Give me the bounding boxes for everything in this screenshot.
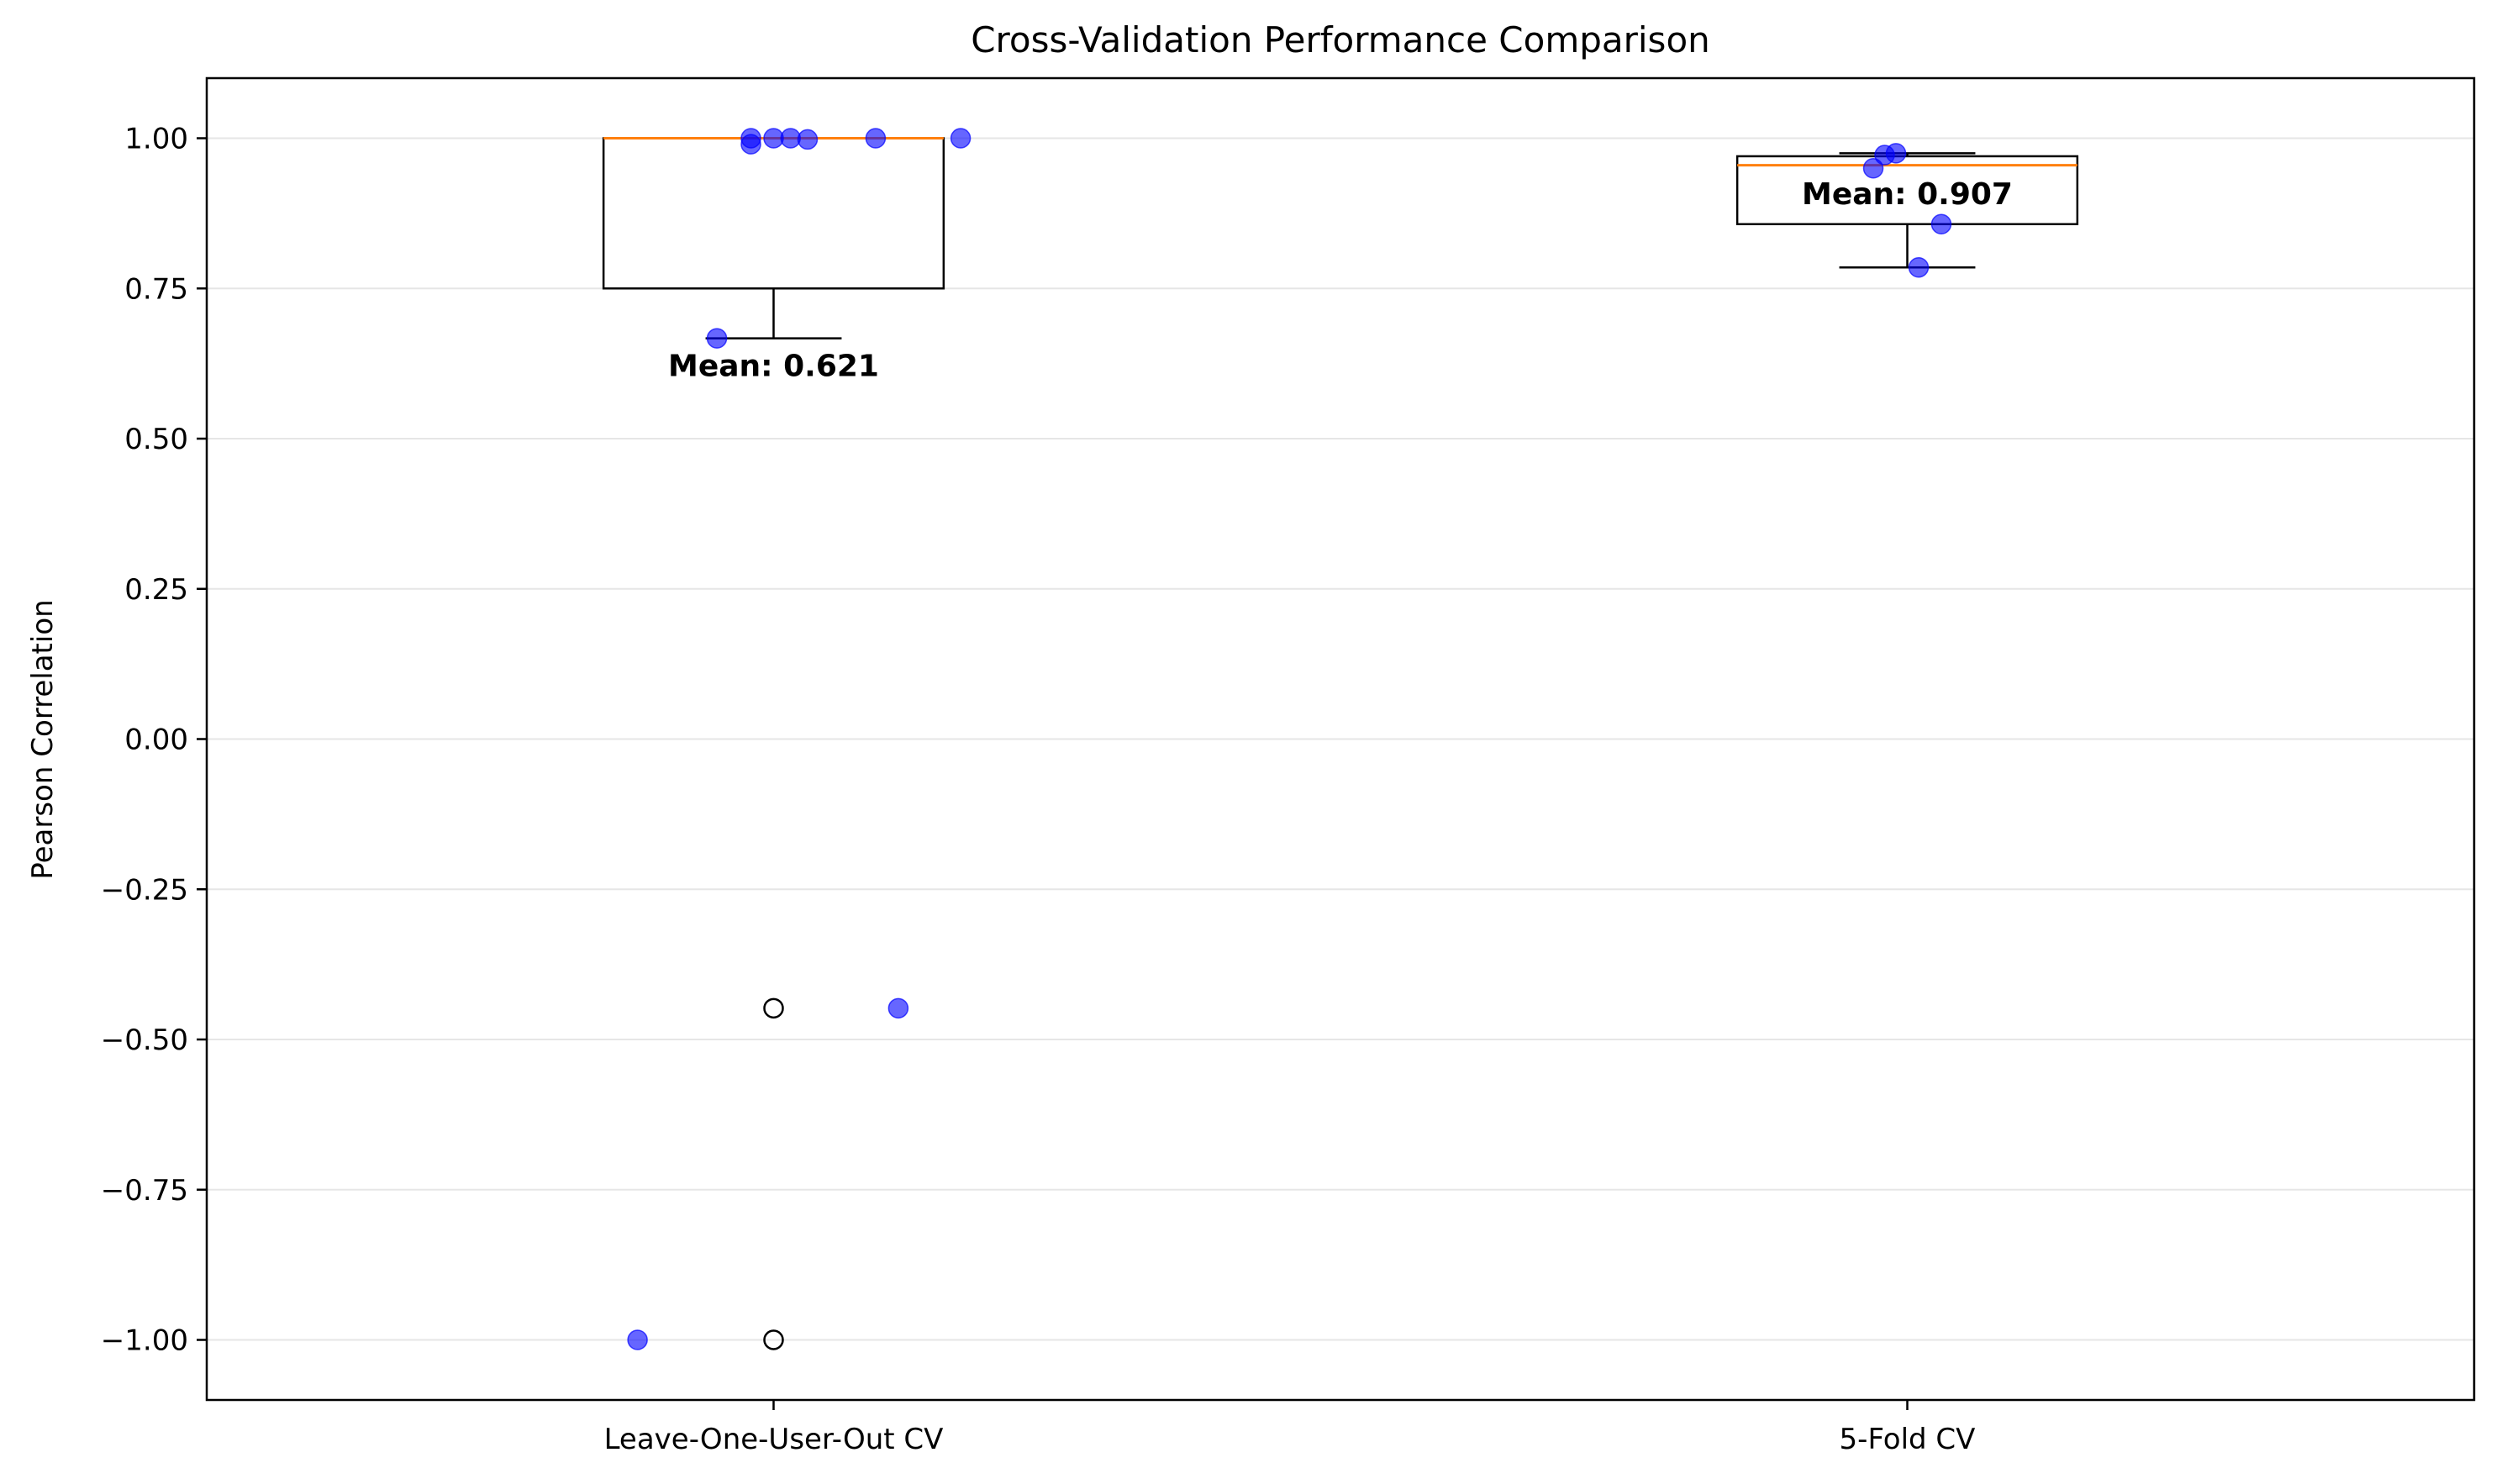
x-tick-label: Leave-One-User-Out CV: [604, 1423, 944, 1456]
chart-title: Cross-Validation Performance Comparison: [971, 19, 1710, 61]
outlier-marker: [763, 997, 784, 1019]
data-point: [706, 328, 728, 349]
y-axis-label: Pearson Correlation: [26, 599, 60, 879]
y-tick-label: −0.75: [101, 1174, 188, 1208]
data-point: [1862, 158, 1884, 179]
y-tick-label: 0.50: [124, 423, 188, 456]
box-elements: [602, 137, 2079, 1350]
grid-lines: [207, 137, 2474, 1341]
outlier-marker: [763, 1329, 784, 1350]
data-point: [627, 1329, 648, 1350]
y-axis: 1.00 0.75 0.50 0.25 0.00 −0.25 −0.50 −0.75 −1.00: [101, 123, 207, 1358]
data-point: [1908, 256, 1930, 278]
data-point: [865, 128, 887, 149]
annotations: Mean: 0.621 Mean: 0.907: [668, 177, 2013, 383]
data-point: [1885, 143, 1907, 164]
data-point: [780, 128, 801, 149]
x-tick-label: 5-Fold CV: [1840, 1423, 1976, 1456]
mean-annotation: Mean: 0.907: [1802, 177, 2013, 212]
y-tick-label: −0.50: [101, 1024, 188, 1057]
data-point: [887, 997, 909, 1019]
x-axis: Leave-One-User-Out CV 5-Fold CV: [604, 1400, 1976, 1456]
data-point: [797, 129, 819, 150]
y-tick-label: 0.00: [124, 724, 188, 757]
data-point: [1930, 213, 1952, 234]
y-tick-label: −0.25: [101, 873, 188, 907]
data-point: [950, 128, 972, 149]
mean-annotation: Mean: 0.621: [668, 349, 879, 383]
y-tick-label: −1.00: [101, 1324, 188, 1358]
data-points: [627, 128, 1952, 1350]
data-point: [740, 134, 761, 155]
y-tick-label: 1.00: [124, 123, 188, 156]
y-tick-label: 0.75: [124, 272, 188, 306]
box-iqr: [602, 137, 945, 290]
box-iqr: [1735, 155, 2079, 225]
y-tick-label: 0.25: [124, 573, 188, 607]
